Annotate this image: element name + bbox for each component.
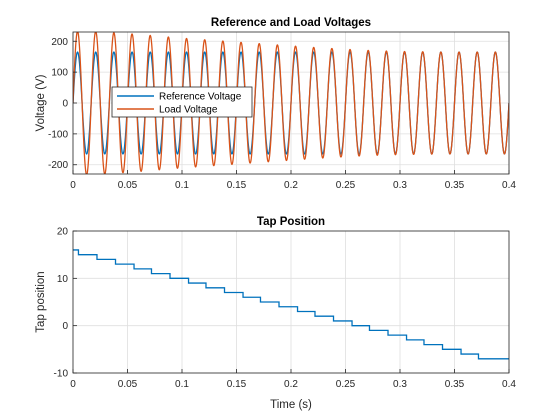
y-tick-label: 100 <box>51 68 68 79</box>
x-tick-label: 0.15 <box>227 180 247 191</box>
y-tick-label: 0 <box>62 321 68 332</box>
x-tick-label: 0.3 <box>393 180 407 191</box>
x-tick-label: 0.35 <box>445 180 465 191</box>
x-tick-label: 0.2 <box>284 180 298 191</box>
x-tick-label: 0 <box>70 180 76 191</box>
y-tick-label: -10 <box>54 369 69 380</box>
tap-x-axis-label: Time (s) <box>270 399 312 411</box>
x-tick-label: 0.4 <box>502 379 516 390</box>
voltage-y-axis-label: Voltage (V) <box>35 74 47 131</box>
x-tick-label: 0.25 <box>336 180 356 191</box>
tap-y-axis-label: Tap position <box>35 271 47 332</box>
legend-label-load: Load Voltage <box>159 105 218 116</box>
x-tick-label: 0.1 <box>175 379 189 390</box>
voltage-chart-title: Reference and Load Voltages <box>211 17 371 29</box>
y-tick-label: -100 <box>48 129 68 140</box>
tap-chart-title: Tap Position <box>257 216 325 228</box>
x-tick-label: 0.4 <box>502 180 516 191</box>
x-tick-label: 0.1 <box>175 180 189 191</box>
tap-position-line <box>73 249 509 360</box>
tap-series <box>73 249 509 360</box>
x-tick-label: 0.35 <box>445 379 465 390</box>
x-tick-label: 0 <box>70 379 76 390</box>
x-tick-label: 0.25 <box>336 379 356 390</box>
x-tick-label: 0.2 <box>284 379 298 390</box>
x-tick-label: 0.05 <box>118 180 138 191</box>
x-tick-label: 0.15 <box>227 379 247 390</box>
legend-label-reference: Reference Voltage <box>159 92 242 103</box>
x-tick-label: 0.3 <box>393 379 407 390</box>
y-tick-label: -200 <box>48 160 68 171</box>
voltage-axes: 0 0.05 0.1 0.15 0.2 0.25 0.3 0.35 0.4 -200 -100 0 10… <box>35 17 516 191</box>
y-tick-label: 10 <box>57 274 69 285</box>
x-tick-label: 0.05 <box>118 379 138 390</box>
y-tick-label: 20 <box>57 227 69 238</box>
y-tick-label: 0 <box>62 99 68 110</box>
voltage-ticks: 0 0.05 0.1 0.15 0.2 0.25 0.3 0.35 0.4 -200 -100 0 10… <box>48 37 516 191</box>
voltage-legend: Reference Voltage Load Voltage <box>111 86 253 118</box>
y-tick-label: 200 <box>51 37 68 48</box>
legend-box <box>111 86 253 118</box>
